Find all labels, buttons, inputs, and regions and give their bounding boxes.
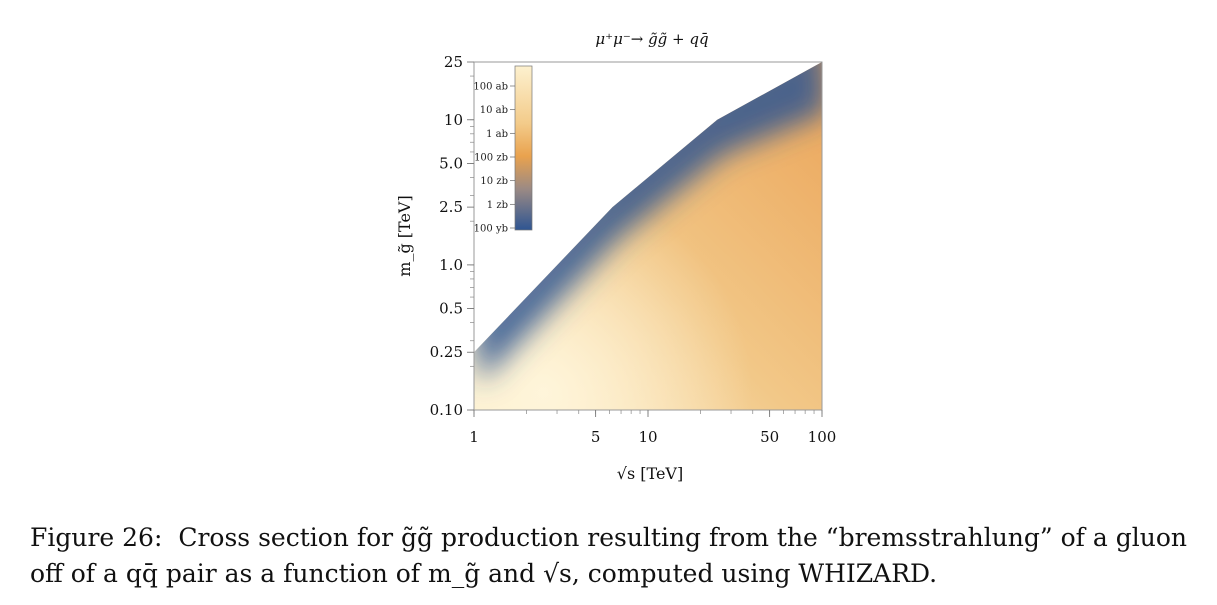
y-tick-label: 25 bbox=[444, 53, 463, 71]
colorbar-label: 1 zb bbox=[487, 200, 508, 211]
caption-text: Cross section for g̃g̃ production result… bbox=[30, 523, 1187, 588]
x-tick-label: 1 bbox=[469, 428, 479, 446]
x-axis: 1 5 10 50 100 bbox=[469, 410, 836, 446]
chart: μ⁺μ⁻→ g̃g̃ + qq̄ 1 5 10 50 100 0.10 0.25 0.5 1.… bbox=[395, 30, 836, 483]
y-axis: 0.10 0.25 0.5 1.0 2.5 5.0 10 25 bbox=[430, 53, 474, 419]
colorbar-label: 100 yb bbox=[474, 224, 508, 235]
y-tick-label: 0.5 bbox=[439, 300, 463, 318]
colorbar-gradient bbox=[514, 65, 533, 231]
plot-title: μ⁺μ⁻→ g̃g̃ + qq̄ bbox=[595, 30, 708, 48]
x-tick-label: 100 bbox=[808, 428, 837, 446]
caption-label: Figure 26: bbox=[30, 523, 163, 552]
y-tick-label: 2.5 bbox=[439, 198, 463, 216]
y-tick-label: 5.0 bbox=[439, 154, 463, 172]
y-tick-label: 0.10 bbox=[430, 401, 463, 419]
x-tick-label: 50 bbox=[760, 428, 779, 446]
colorbar: 100 ab 10 ab 1 ab 100 zb 10 zb 1 zb 100 yb bbox=[473, 65, 533, 235]
colorbar-label: 10 zb bbox=[480, 176, 508, 187]
colorbar-label: 10 ab bbox=[480, 105, 508, 116]
y-tick-label: 10 bbox=[444, 111, 463, 129]
x-axis-label: √s [TeV] bbox=[617, 464, 683, 483]
y-axis-label: m_g̃ [TeV] bbox=[395, 195, 414, 276]
colorbar-label: 100 ab bbox=[473, 82, 508, 93]
boundary-band bbox=[474, 62, 822, 383]
x-tick-label: 10 bbox=[638, 428, 657, 446]
y-tick-label: 1.0 bbox=[439, 256, 463, 274]
x-tick-label: 5 bbox=[591, 428, 601, 446]
colorbar-label: 100 zb bbox=[474, 153, 508, 164]
colorbar-label: 1 ab bbox=[486, 129, 508, 140]
figure-caption: Figure 26: Cross section for g̃g̃ produc… bbox=[30, 520, 1205, 592]
y-tick-label: 0.25 bbox=[430, 343, 463, 361]
figure-26: μ⁺μ⁻→ g̃g̃ + qq̄ 1 5 10 50 100 0.10 0.25 0.5 1.… bbox=[395, 30, 836, 483]
